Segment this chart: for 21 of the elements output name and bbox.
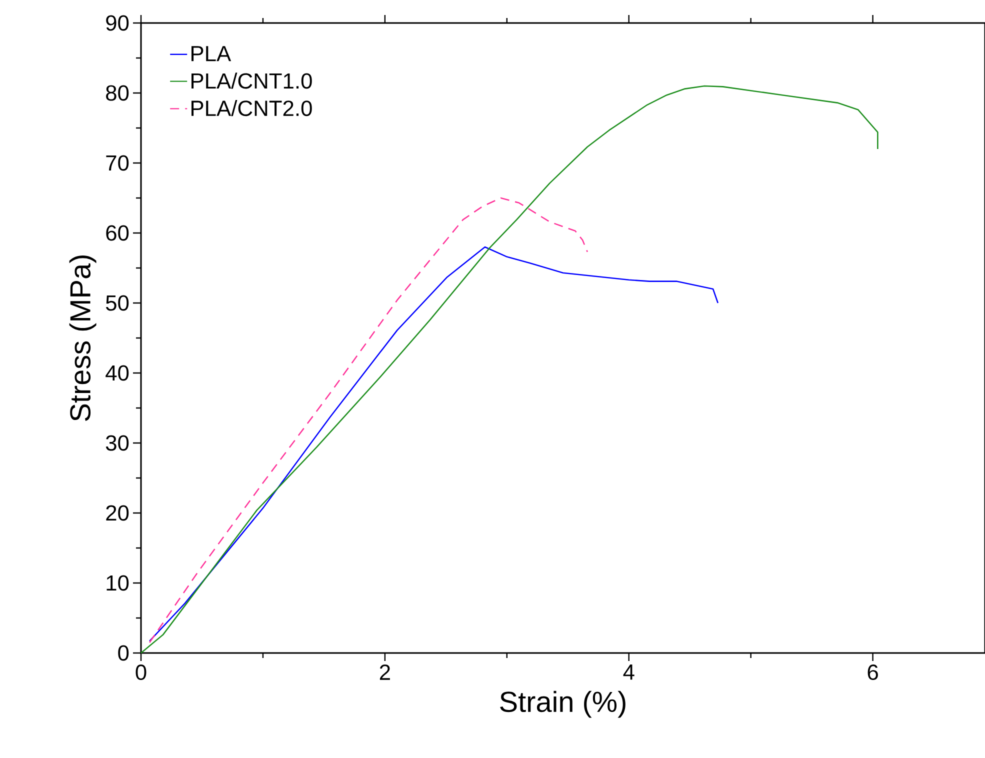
x-tick-label: 4 [623,664,634,680]
y-tick-label: 20 [106,505,129,521]
y-tick-label: 10 [106,575,129,591]
y-tick-label: 60 [106,225,129,241]
y-tick-label: 80 [106,85,129,101]
y-tick-label: 0 [118,645,129,661]
y-tick-label: 50 [106,295,129,311]
legend-label: PLA/CNT2.0 [192,100,312,116]
line-series [148,197,588,644]
y-axis-title: Stress (MPa) [69,256,96,421]
y-tick-label: 90 [106,15,129,31]
y-tick-label: 30 [106,435,129,451]
x-tick-label: 6 [868,664,878,680]
y-tick-label: 70 [106,155,129,171]
line-series [148,246,719,642]
y-tick-label: 40 [106,365,129,381]
legend-label: PLA [192,46,232,62]
x-axis-title: Strain (%) [500,690,626,718]
x-tick-label: 0 [136,664,146,680]
legend-label: PLA/CNT1.0 [192,72,312,89]
x-tick-label: 2 [380,664,390,680]
